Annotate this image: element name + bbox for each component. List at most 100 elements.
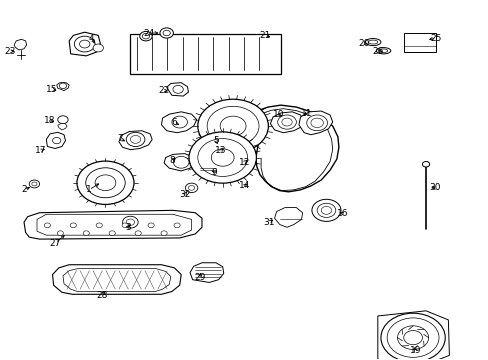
Text: 28: 28 — [96, 291, 107, 300]
Polygon shape — [130, 34, 280, 73]
Text: 25: 25 — [430, 33, 441, 42]
Text: 22: 22 — [158, 86, 169, 95]
Circle shape — [32, 182, 37, 186]
Circle shape — [96, 223, 102, 228]
Text: 20: 20 — [357, 39, 369, 48]
Ellipse shape — [365, 39, 380, 46]
Text: 26: 26 — [372, 47, 383, 56]
Polygon shape — [57, 83, 69, 91]
Text: 18: 18 — [44, 116, 56, 125]
Circle shape — [83, 231, 89, 235]
Text: 13: 13 — [215, 146, 226, 155]
Text: 17: 17 — [35, 146, 47, 155]
Circle shape — [422, 162, 429, 167]
Bar — [404, 33, 435, 52]
Polygon shape — [166, 83, 188, 96]
Circle shape — [173, 85, 183, 93]
Circle shape — [403, 330, 422, 345]
Text: 21: 21 — [259, 31, 270, 40]
Polygon shape — [58, 123, 67, 130]
Circle shape — [53, 138, 61, 144]
Text: 4: 4 — [88, 33, 94, 42]
Circle shape — [70, 223, 76, 228]
Text: 5: 5 — [213, 136, 219, 145]
Circle shape — [174, 223, 180, 228]
Circle shape — [160, 28, 173, 38]
Circle shape — [93, 44, 103, 52]
Circle shape — [171, 116, 187, 128]
Text: 15: 15 — [46, 85, 57, 94]
Circle shape — [161, 231, 167, 235]
Circle shape — [130, 135, 141, 143]
Circle shape — [122, 216, 138, 228]
Polygon shape — [164, 154, 195, 171]
Polygon shape — [69, 32, 100, 56]
Circle shape — [311, 199, 340, 221]
Text: 1: 1 — [86, 185, 92, 194]
Polygon shape — [198, 163, 216, 177]
Circle shape — [148, 223, 154, 228]
Text: 27: 27 — [49, 239, 61, 248]
Text: 7: 7 — [117, 134, 122, 143]
Circle shape — [198, 99, 268, 153]
Text: 30: 30 — [429, 183, 440, 192]
Polygon shape — [161, 112, 196, 133]
Circle shape — [386, 318, 438, 357]
Text: 24: 24 — [142, 28, 154, 37]
Text: 3: 3 — [124, 223, 130, 232]
Circle shape — [77, 161, 134, 204]
Circle shape — [85, 168, 125, 198]
Text: 32: 32 — [179, 190, 190, 199]
Circle shape — [95, 175, 116, 191]
Polygon shape — [14, 39, 26, 50]
Text: 9: 9 — [211, 168, 217, 177]
Circle shape — [57, 231, 63, 235]
Circle shape — [122, 223, 128, 228]
Circle shape — [188, 132, 256, 183]
Text: 19: 19 — [409, 346, 421, 355]
Circle shape — [80, 40, 90, 48]
Circle shape — [317, 203, 335, 217]
Circle shape — [188, 185, 194, 190]
Text: 6: 6 — [171, 118, 177, 127]
Text: 16: 16 — [337, 209, 348, 218]
Text: 11: 11 — [301, 108, 312, 117]
Polygon shape — [190, 263, 224, 283]
Circle shape — [207, 106, 259, 146]
Circle shape — [59, 83, 66, 89]
Circle shape — [29, 180, 40, 188]
Circle shape — [306, 115, 327, 131]
Circle shape — [74, 36, 95, 52]
Polygon shape — [46, 132, 65, 148]
Text: 23: 23 — [4, 47, 16, 56]
Circle shape — [135, 231, 141, 235]
Text: 8: 8 — [169, 156, 174, 165]
Polygon shape — [63, 269, 170, 292]
Circle shape — [281, 118, 292, 126]
Circle shape — [220, 116, 245, 136]
Circle shape — [397, 326, 428, 350]
Circle shape — [185, 183, 198, 193]
Circle shape — [109, 231, 115, 235]
Circle shape — [173, 156, 188, 168]
Text: 14: 14 — [238, 181, 250, 190]
Polygon shape — [37, 214, 191, 235]
Circle shape — [140, 31, 152, 41]
Polygon shape — [274, 208, 302, 227]
Text: 12: 12 — [238, 158, 250, 167]
Text: 31: 31 — [263, 218, 275, 227]
Circle shape — [321, 206, 331, 214]
Circle shape — [211, 149, 234, 166]
Circle shape — [44, 223, 50, 228]
Text: 2: 2 — [21, 185, 27, 194]
Polygon shape — [119, 131, 152, 150]
Circle shape — [380, 313, 445, 360]
Text: 10: 10 — [272, 111, 284, 120]
Polygon shape — [24, 210, 202, 239]
Polygon shape — [270, 112, 304, 133]
Polygon shape — [298, 111, 332, 135]
Circle shape — [310, 118, 323, 127]
Ellipse shape — [375, 48, 390, 54]
Circle shape — [58, 116, 68, 123]
Circle shape — [142, 33, 149, 39]
